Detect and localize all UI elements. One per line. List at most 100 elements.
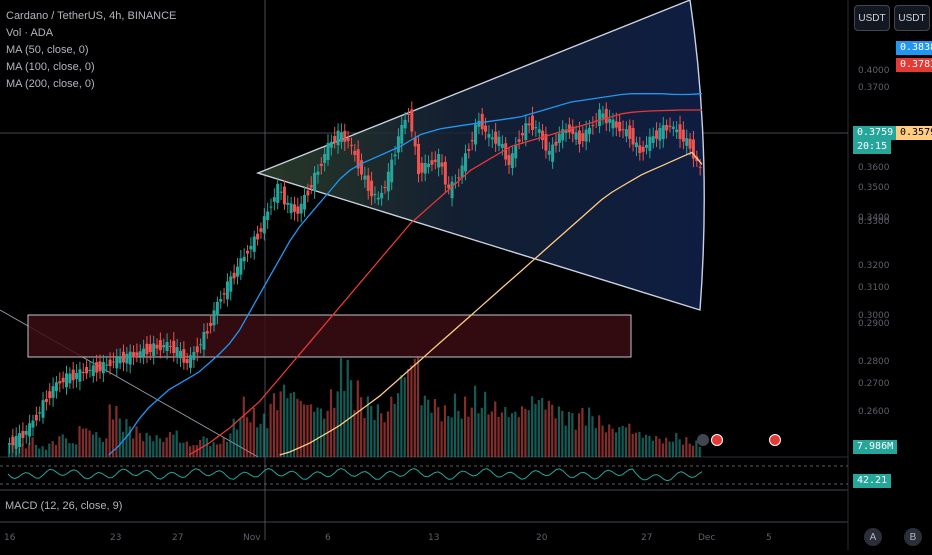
volume-bar: [614, 432, 618, 457]
volume-bar: [101, 441, 105, 457]
candle-body: [658, 128, 662, 141]
candle-body: [484, 125, 488, 132]
volume-bar: [279, 391, 282, 457]
candle-body: [272, 197, 276, 202]
candle-body: [390, 159, 394, 183]
candle-body: [598, 109, 602, 127]
volume-bar: [430, 412, 433, 457]
candle-body: [380, 192, 384, 199]
volume-bar: [282, 384, 286, 457]
candle-body: [688, 138, 692, 149]
price-axis-label: 0.4000: [858, 66, 890, 76]
triangle-pattern-drawing[interactable]: [255, 0, 705, 311]
volume-bar: [121, 431, 125, 457]
bar-mode-button[interactable]: B: [904, 528, 922, 546]
volume-bar: [655, 436, 658, 457]
time-axis-label: 5: [766, 533, 772, 543]
candle-body: [554, 141, 558, 146]
volume-bar: [403, 377, 406, 457]
candle-body: [319, 163, 323, 167]
volume-bar: [474, 385, 477, 457]
us-flag-event-icon[interactable]: [711, 434, 723, 446]
volume-bar: [64, 438, 68, 457]
candle-body: [266, 211, 270, 220]
candle-body: [232, 272, 236, 279]
volume-bar: [138, 433, 141, 457]
volume-bar: [269, 403, 272, 457]
volume-bar: [601, 425, 604, 457]
candle-body: [614, 121, 618, 128]
rsi-value-tag: 42.21: [853, 474, 892, 488]
chart-legend: Cardano / TetherUS, 4h, BINANCE Vol · AD…: [6, 8, 176, 93]
currency-button-left[interactable]: USDT: [854, 5, 890, 31]
volume-bar: [541, 397, 544, 457]
candle-body: [514, 144, 518, 159]
candle-body: [500, 144, 504, 148]
volume-bar: [638, 431, 641, 457]
candle-body: [507, 155, 511, 166]
volume-bar: [427, 399, 430, 457]
volume-bar: [48, 443, 51, 457]
candle-body: [219, 299, 223, 302]
us-flag-event-icon-2[interactable]: [769, 434, 781, 446]
volume-bar: [205, 438, 209, 457]
candle-body: [68, 373, 72, 384]
volume-bar: [691, 445, 695, 457]
candle-body: [520, 133, 524, 136]
macd-label: MACD (12, 26, close, 9): [5, 500, 123, 512]
candle-body: [279, 191, 283, 193]
volume-bar: [125, 419, 128, 457]
volume-bar: [286, 398, 289, 457]
volume-bar: [497, 416, 500, 457]
candle-body: [651, 136, 655, 143]
volume-bar: [152, 441, 155, 457]
time-axis-label: 13: [428, 533, 439, 543]
volume-bar: [373, 419, 376, 457]
time-axis-label: 6: [325, 533, 331, 543]
volume-bar: [313, 411, 316, 457]
volume-bar: [363, 417, 366, 457]
candle-body: [681, 129, 685, 142]
volume-bar: [668, 441, 671, 457]
volume-bar: [148, 435, 152, 457]
candle-body: [675, 129, 679, 133]
candle-body: [406, 113, 410, 115]
volume-bar: [242, 396, 245, 457]
ma200-line: [279, 151, 703, 456]
volume-bar: [185, 441, 188, 457]
volume-bar: [467, 416, 470, 457]
candle-body: [661, 125, 665, 140]
auto-scale-button[interactable]: A: [864, 528, 882, 546]
volume-bar: [360, 397, 363, 457]
candle-body: [91, 365, 95, 376]
volume-bar: [463, 396, 467, 457]
volume-bar: [128, 426, 131, 457]
volume-bar: [507, 417, 510, 457]
volume-bar: [685, 437, 688, 457]
crosshair-price-tag: 0.3579: [896, 126, 932, 140]
volume-bar: [309, 404, 312, 457]
candle-body: [541, 130, 545, 141]
candle-body: [645, 144, 649, 148]
flash-event-icon[interactable]: [697, 434, 709, 446]
volume-bar: [370, 405, 373, 457]
candle-body: [480, 113, 484, 130]
candle-body: [121, 351, 125, 363]
volume-bar: [209, 445, 212, 457]
candle-body: [115, 356, 119, 369]
volume-bar: [386, 411, 390, 457]
currency-button-right[interactable]: USDT: [894, 5, 930, 31]
volume-bar: [531, 396, 534, 457]
candle-body: [262, 216, 266, 234]
volume-bar: [212, 442, 215, 457]
candle-body: [132, 352, 136, 358]
legend-title: Cardano / TetherUS, 4h, BINANCE: [6, 10, 177, 22]
volume-bar: [319, 408, 322, 457]
volume-bar: [235, 429, 239, 457]
candle-body: [81, 371, 85, 373]
support-zone-rectangle[interactable]: [27, 314, 632, 358]
volume-bar: [75, 444, 78, 457]
